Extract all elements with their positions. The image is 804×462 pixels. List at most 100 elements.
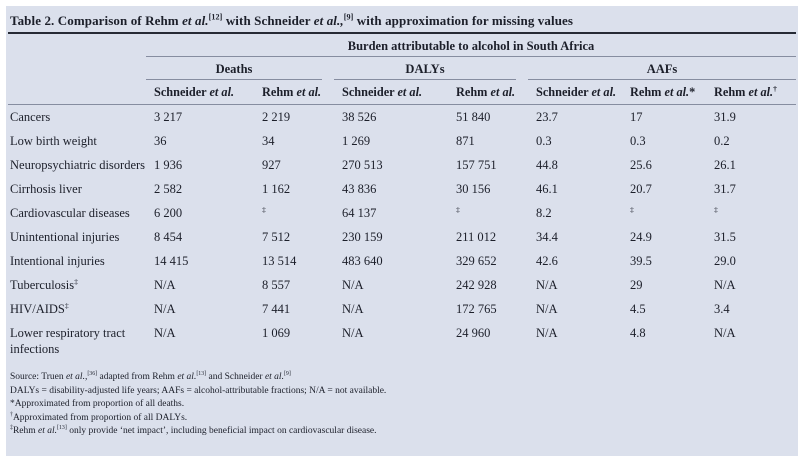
table-row: Unintentional injuries 8 454 7 512 230 159 2… (8, 225, 796, 249)
table-cell: 7 512 (262, 230, 291, 244)
table-cell: 7 441 (262, 302, 291, 316)
subheader-dalys-schneider: Schneider et al. (334, 80, 448, 105)
table-cell: 2 582 (154, 182, 183, 196)
table-cell: 17 (630, 110, 643, 124)
table-cell: 13 514 (262, 254, 297, 268)
table-cell: 20.7 (630, 182, 652, 196)
footnote: †Approximated from proportion of all DAL… (10, 411, 188, 423)
table-cell: 3 217 (154, 110, 183, 124)
table-cell: ‡ (456, 204, 460, 214)
row-label: Cardiovascular diseases (10, 206, 130, 220)
comparison-table: Burden attributable to alcohol in South … (8, 34, 797, 362)
group-label-dalys: DALYs (334, 57, 516, 80)
table-cell: 927 (262, 158, 281, 172)
row-label: HIV/AIDS‡ (10, 300, 69, 316)
table-cell: 4.8 (630, 326, 646, 340)
subheader-deaths-rehm: Rehm et al. (254, 80, 334, 105)
table-row: Cirrhosis liver 2 582 1 162 43 836 30 156 46.… (8, 177, 796, 201)
table-row: Lower respiratory tract infections N/A 1 0… (8, 321, 796, 361)
table-row: Intentional injuries 14 415 13 514 483 640 3… (8, 249, 796, 273)
table-cell: 29.0 (714, 254, 736, 268)
table-cell: 0.2 (714, 134, 730, 148)
table-cell: 1 936 (154, 158, 183, 172)
table-cell: 31.9 (714, 110, 736, 124)
table-cell: 3.4 (714, 302, 730, 316)
spanner-header: Burden attributable to alcohol in South … (146, 34, 797, 57)
table-row: Neuropsychiatric disorders 1 936 927 270 51… (8, 153, 796, 177)
group-header-row: Deaths DALYs AAFs (8, 57, 797, 80)
table-cell: 871 (456, 134, 475, 148)
table-cell: 31.5 (714, 230, 736, 244)
subheader-deaths-schneider: Schneider et al. (146, 80, 254, 105)
table-cell: 230 159 (342, 230, 383, 244)
table-row: HIV/AIDS‡ N/A 7 441 N/A 172 765 N/A 4.5 3.4 (8, 297, 796, 321)
row-label: Cirrhosis liver (10, 182, 82, 196)
group-header-aafs: AAFs (528, 57, 797, 80)
group-label-deaths: Deaths (146, 57, 322, 80)
table-cell: ‡ (630, 204, 634, 214)
table-cell: 14 415 (154, 254, 189, 268)
table-cell: 8 454 (154, 230, 183, 244)
table-cell: 6 200 (154, 206, 183, 220)
table-cell: 1 269 (342, 134, 371, 148)
subheader-dalys-rehm: Rehm et al. (448, 80, 528, 105)
footnote: *Approximated from proportion of all dea… (10, 399, 185, 409)
table-cell: 270 513 (342, 158, 383, 172)
table-row: Low birth weight 36 34 1 269 871 0.3 0.3 0.2 (8, 129, 796, 153)
table-cell: 39.5 (630, 254, 652, 268)
table-cell: 1 162 (262, 182, 291, 196)
table-cell: N/A (342, 278, 364, 292)
table-cell: N/A (154, 326, 176, 340)
table-cell: N/A (714, 326, 736, 340)
table-cell: 24 960 (456, 326, 491, 340)
row-label: Intentional injuries (10, 254, 105, 268)
row-label: Tuberculosis‡ (10, 276, 79, 292)
table-cell: N/A (536, 326, 558, 340)
subheader-aafs-rehm-star: Rehm et al.* (622, 80, 706, 105)
table-cell: 26.1 (714, 158, 736, 172)
table-cell: N/A (536, 278, 558, 292)
table-cell: 8.2 (536, 206, 552, 220)
table-cell: 31.7 (714, 182, 736, 196)
table-cell: ‡ (714, 204, 718, 214)
table-panel: Table 2. Comparison of Rehm et al.[12] w… (6, 6, 798, 456)
group-spacer (8, 57, 146, 80)
table-cell: 0.3 (630, 134, 646, 148)
table-cell: 483 640 (342, 254, 383, 268)
row-label: Lower respiratory tract infections (10, 326, 126, 356)
row-label: Low birth weight (10, 134, 97, 148)
footnote: Source: Truen et al.,[36] adapted from R… (10, 370, 291, 382)
table-cell: 172 765 (456, 302, 497, 316)
table-cell: 0.3 (536, 134, 552, 148)
table-cell: 2 219 (262, 110, 291, 124)
table-cell: 64 137 (342, 206, 377, 220)
group-header-dalys: DALYs (334, 57, 528, 80)
group-header-deaths: Deaths (146, 57, 334, 80)
subheader-spacer (8, 80, 146, 105)
table-cell: 34 (262, 134, 275, 148)
table-cell: N/A (342, 326, 364, 340)
footnote: ‡Rehm et al.[13] only provide ‘net impac… (10, 424, 377, 436)
table-cell: 42.6 (536, 254, 558, 268)
table-header: Burden attributable to alcohol in South … (8, 34, 797, 105)
table-row: Cancers 3 217 2 219 38 526 51 840 23.7 17 31.9 (8, 105, 796, 130)
table-cell: 36 (154, 134, 167, 148)
group-label-aafs: AAFs (528, 57, 797, 80)
table-body: Cancers 3 217 2 219 38 526 51 840 23.7 17 31.9 L… (8, 105, 796, 362)
table-cell: 46.1 (536, 182, 558, 196)
table-row: Tuberculosis‡ N/A 8 557 N/A 242 928 N/A 29 N/A (8, 273, 796, 297)
table-cell: N/A (714, 278, 736, 292)
table-cell: N/A (154, 302, 176, 316)
footnotes: Source: Truen et al.,[36] adapted from R… (8, 371, 796, 439)
table-cell: 4.5 (630, 302, 646, 316)
spanner-spacer (8, 34, 146, 57)
table-cell: 29 (630, 278, 643, 292)
table-cell: 211 012 (456, 230, 497, 244)
table-cell: 8 557 (262, 278, 291, 292)
table-cell: N/A (154, 278, 176, 292)
row-label: Unintentional injuries (10, 230, 120, 244)
spanner-row: Burden attributable to alcohol in South … (8, 34, 797, 57)
table-cell: 30 156 (456, 182, 491, 196)
table-cell: 1 069 (262, 326, 291, 340)
